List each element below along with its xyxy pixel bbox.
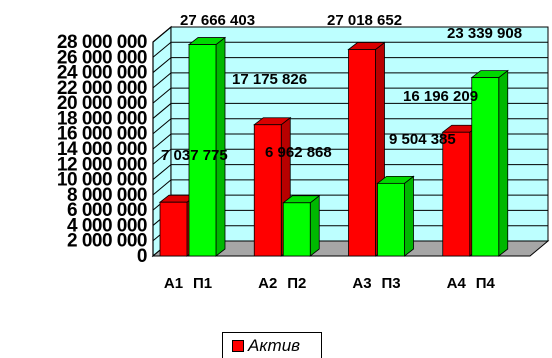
x-category-label: П3 xyxy=(381,275,400,292)
y-tick-label: 10 000 000 xyxy=(57,170,147,191)
gridline xyxy=(152,133,548,150)
gridline xyxy=(152,102,548,119)
bar-П3 xyxy=(377,182,405,257)
bar-А1 xyxy=(159,201,188,257)
gridline xyxy=(152,41,548,58)
y-tick-label: 28 000 000 xyxy=(57,32,147,53)
bar-side xyxy=(498,69,509,257)
data-label: 23 339 908 xyxy=(447,25,522,42)
gridline xyxy=(152,26,548,43)
x-category-label: А1 xyxy=(164,275,183,292)
data-label: 17 175 826 xyxy=(232,71,307,88)
y-tick-label: 14 000 000 xyxy=(57,139,147,160)
y-tick-label: 22 000 000 xyxy=(57,78,147,99)
y-tick-label: 4 000 000 xyxy=(67,215,147,236)
legend-label-aktiv: Актив xyxy=(248,335,301,355)
x-category-label: П1 xyxy=(193,275,212,292)
y-tick-label: 8 000 000 xyxy=(67,185,147,206)
bar-side xyxy=(309,194,320,257)
bar-А2 xyxy=(253,124,282,257)
gridline xyxy=(152,57,548,73)
x-category-label: П2 xyxy=(287,275,306,292)
gridline xyxy=(152,72,548,89)
x-category-label: А2 xyxy=(258,275,277,292)
data-label: 7 037 775 xyxy=(161,147,228,164)
x-category-label: А4 xyxy=(447,275,467,292)
bar-А3 xyxy=(348,49,376,257)
x-category-label: П4 xyxy=(476,275,496,292)
y-tick-label: 0 xyxy=(137,246,147,267)
gridline xyxy=(152,118,548,135)
bar-А4 xyxy=(442,131,471,257)
y-tick-label: 2 000 000 xyxy=(67,231,147,252)
y-tick-label: 6 000 000 xyxy=(67,200,147,221)
y-tick-label: 26 000 000 xyxy=(57,47,147,68)
gridlines xyxy=(152,26,548,242)
bar-П2 xyxy=(282,202,311,257)
gridline xyxy=(152,179,548,196)
y-tick-label: 20 000 000 xyxy=(57,93,147,114)
data-label: 9 504 385 xyxy=(389,131,456,148)
legend: Актив xyxy=(222,332,322,358)
data-label: 16 196 209 xyxy=(403,88,478,105)
data-label: 27 018 652 xyxy=(327,12,402,29)
y-tick-label: 16 000 000 xyxy=(57,124,147,145)
data-label: 27 666 403 xyxy=(180,12,255,29)
bar-П4 xyxy=(471,77,500,257)
bar-side xyxy=(404,175,414,257)
bars xyxy=(158,36,509,257)
y-tick-label: 24 000 000 xyxy=(57,63,147,84)
bar-П1 xyxy=(188,44,217,257)
x-axis-categories: А1 П1 А2 П2 А3 П3 А4 П4 xyxy=(164,275,496,292)
data-label: 6 962 868 xyxy=(265,144,332,161)
y-tick-label: 18 000 000 xyxy=(57,108,147,129)
gridline xyxy=(152,148,548,165)
gridline xyxy=(152,164,548,180)
gridline xyxy=(152,87,548,104)
y-tick-label: 12 000 000 xyxy=(57,154,147,175)
legend-swatch-aktiv xyxy=(232,339,244,352)
x-category-label: А3 xyxy=(352,275,371,292)
data-labels: 7 037 775 27 666 403 17 175 826 6 962 868 27… xyxy=(161,12,522,164)
